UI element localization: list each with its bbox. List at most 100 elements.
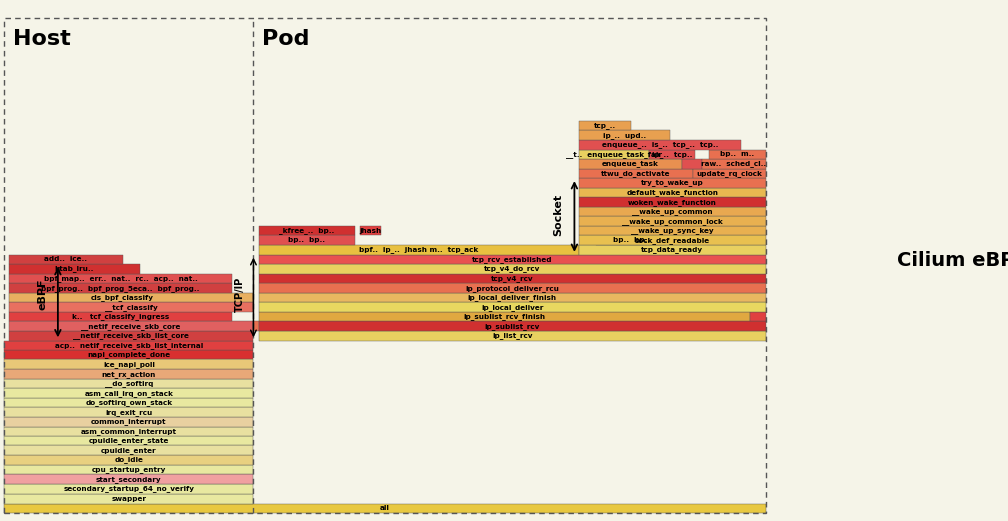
Text: __netif_receive_skb_core: __netif_receive_skb_core: [82, 322, 180, 330]
FancyBboxPatch shape: [9, 331, 253, 341]
Text: cpuidle_enter: cpuidle_enter: [101, 446, 156, 454]
FancyBboxPatch shape: [9, 312, 233, 321]
FancyBboxPatch shape: [9, 283, 233, 293]
FancyBboxPatch shape: [4, 350, 253, 359]
FancyBboxPatch shape: [259, 293, 766, 302]
Text: woken_wake_function: woken_wake_function: [628, 199, 717, 206]
FancyBboxPatch shape: [259, 226, 355, 235]
Text: Host: Host: [13, 29, 71, 48]
FancyBboxPatch shape: [649, 150, 696, 159]
FancyBboxPatch shape: [4, 494, 253, 504]
Text: swapper: swapper: [112, 496, 146, 502]
FancyBboxPatch shape: [4, 474, 253, 484]
FancyBboxPatch shape: [682, 159, 702, 169]
FancyBboxPatch shape: [259, 264, 766, 274]
FancyBboxPatch shape: [4, 369, 253, 379]
FancyBboxPatch shape: [253, 321, 259, 331]
FancyBboxPatch shape: [4, 341, 253, 350]
Text: __tcf_classify: __tcf_classify: [105, 304, 157, 311]
Text: __t..  enqueue_task_fair: __t.. enqueue_task_fair: [565, 151, 662, 158]
Text: ttwu_do_activate: ttwu_do_activate: [601, 170, 670, 177]
Text: ip_local_deliver_finish: ip_local_deliver_finish: [468, 294, 556, 301]
FancyBboxPatch shape: [579, 159, 682, 169]
Text: add..  ice..: add.. ice..: [44, 256, 88, 263]
FancyBboxPatch shape: [4, 388, 253, 398]
Text: __netif_receive_skb_list_core: __netif_receive_skb_list_core: [74, 332, 190, 339]
FancyBboxPatch shape: [4, 484, 253, 494]
FancyBboxPatch shape: [9, 264, 140, 274]
Text: bpf_map..  err..  nat..  rc..  acp..  nat..: bpf_map.. err.. nat.. rc.. acp.. nat..: [43, 275, 198, 282]
FancyBboxPatch shape: [4, 417, 253, 427]
Text: __wake_up_common_lock: __wake_up_common_lock: [622, 218, 723, 225]
Text: cpu_startup_entry: cpu_startup_entry: [92, 466, 166, 473]
FancyBboxPatch shape: [9, 274, 233, 283]
FancyBboxPatch shape: [259, 302, 766, 312]
FancyBboxPatch shape: [579, 188, 766, 197]
FancyBboxPatch shape: [259, 255, 766, 264]
Text: try_to_wake_up: try_to_wake_up: [641, 179, 704, 187]
Text: bp..  bp..: bp.. bp..: [288, 237, 326, 243]
FancyBboxPatch shape: [4, 427, 253, 436]
FancyBboxPatch shape: [9, 302, 253, 312]
Text: k..   tcf_classify_ingress: k.. tcf_classify_ingress: [72, 313, 169, 320]
FancyBboxPatch shape: [579, 226, 766, 235]
Text: ip_list_rcv: ip_list_rcv: [492, 332, 532, 339]
Text: common_interrupt: common_interrupt: [91, 418, 166, 425]
FancyBboxPatch shape: [4, 398, 253, 407]
Text: Pod: Pod: [262, 29, 309, 48]
Text: acp..  netif_receive_skb_list_internal: acp.. netif_receive_skb_list_internal: [54, 342, 203, 349]
FancyBboxPatch shape: [709, 150, 766, 159]
Text: ip_sublist_rcv: ip_sublist_rcv: [485, 322, 540, 330]
Text: all: all: [380, 505, 390, 512]
Text: asm_common_interrupt: asm_common_interrupt: [81, 428, 177, 435]
Text: _kfree_..  bp..: _kfree_.. bp..: [279, 227, 335, 234]
FancyBboxPatch shape: [702, 159, 766, 169]
Text: ip_..  tcp..: ip_.. tcp..: [652, 151, 692, 158]
Text: bp..  bp..: bp.. bp..: [613, 237, 650, 243]
Text: tcp_..: tcp_..: [594, 122, 616, 129]
FancyBboxPatch shape: [4, 379, 253, 388]
Text: tcp_rcv_established: tcp_rcv_established: [472, 256, 552, 263]
FancyBboxPatch shape: [259, 274, 766, 283]
Text: __wake_up_common: __wake_up_common: [632, 208, 713, 215]
FancyBboxPatch shape: [259, 245, 579, 255]
FancyBboxPatch shape: [9, 321, 253, 331]
FancyBboxPatch shape: [4, 436, 253, 445]
Text: bp..  m..: bp.. m..: [720, 151, 754, 157]
Text: tcp_data_ready: tcp_data_ready: [641, 246, 704, 253]
FancyBboxPatch shape: [579, 216, 766, 226]
Text: ip_sublist_rcv_finish: ip_sublist_rcv_finish: [464, 313, 545, 320]
FancyBboxPatch shape: [750, 312, 766, 321]
Text: jhash: jhash: [360, 228, 382, 234]
Text: enqueue_..  is_..  tcp_..  tcp..: enqueue_.. is_.. tcp_.. tcp..: [602, 141, 718, 148]
FancyBboxPatch shape: [360, 226, 381, 235]
Text: net_rx_action: net_rx_action: [102, 370, 156, 378]
Text: cls_bpf_classify: cls_bpf_classify: [91, 294, 153, 301]
Text: eBPF: eBPF: [37, 279, 47, 310]
Text: napi_complete_done: napi_complete_done: [88, 351, 170, 358]
Text: ip_local_deliver: ip_local_deliver: [481, 304, 543, 311]
FancyBboxPatch shape: [579, 245, 766, 255]
FancyBboxPatch shape: [259, 331, 766, 341]
FancyBboxPatch shape: [579, 197, 766, 207]
Text: asm_call_irq_on_stack: asm_call_irq_on_stack: [85, 390, 173, 396]
FancyBboxPatch shape: [4, 407, 253, 417]
FancyBboxPatch shape: [579, 130, 670, 140]
Text: __do_softirq: __do_softirq: [105, 380, 153, 387]
FancyBboxPatch shape: [9, 293, 235, 302]
Text: ip_..  upd..: ip_.. upd..: [603, 132, 646, 139]
FancyBboxPatch shape: [579, 207, 766, 216]
Text: bpf_prog..  bpf_prog_5eca..  bpf_prog..: bpf_prog.. bpf_prog_5eca.. bpf_prog..: [41, 284, 200, 292]
Text: ip_protocol_deliver_rcu: ip_protocol_deliver_rcu: [466, 284, 559, 292]
FancyBboxPatch shape: [9, 255, 123, 264]
FancyBboxPatch shape: [4, 445, 253, 455]
Text: Socket: Socket: [553, 194, 563, 235]
Text: default_wake_function: default_wake_function: [626, 189, 718, 196]
Text: tcp_v4_do_rcv: tcp_v4_do_rcv: [484, 265, 540, 272]
FancyBboxPatch shape: [692, 169, 766, 178]
Text: TCP/IP: TCP/IP: [235, 277, 245, 312]
FancyBboxPatch shape: [579, 140, 741, 150]
FancyBboxPatch shape: [259, 283, 766, 293]
FancyBboxPatch shape: [597, 235, 666, 245]
FancyBboxPatch shape: [4, 455, 253, 465]
